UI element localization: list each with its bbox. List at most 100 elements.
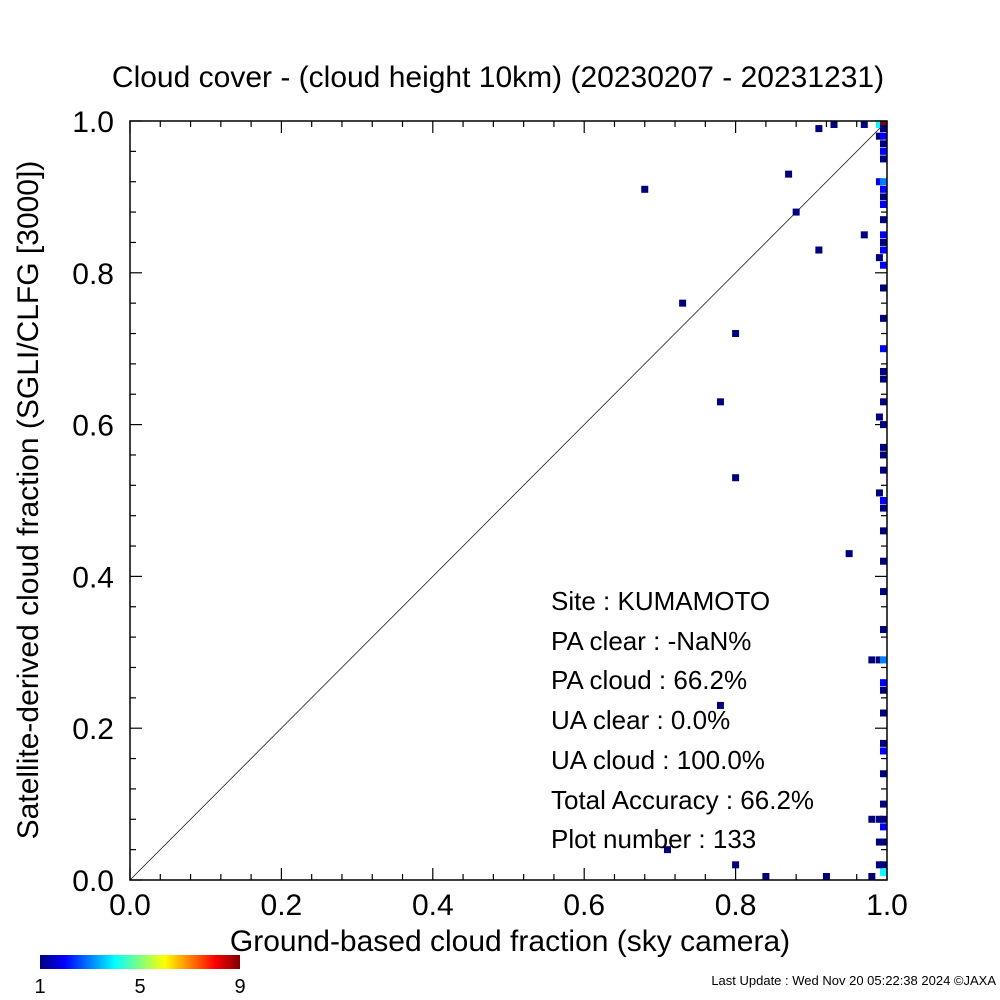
data-point (785, 170, 793, 178)
pa-clear-text: PA clear : -NaN% (551, 626, 751, 656)
data-point (880, 451, 887, 459)
data-point (815, 246, 823, 254)
colorbar-tick-label: 5 (134, 976, 145, 998)
y-tick-label: 0.8 (72, 258, 114, 291)
data-point (880, 838, 887, 846)
data-point (875, 413, 883, 421)
data-point (875, 132, 883, 140)
colorbar-labels: 1 5 9 (34, 976, 245, 998)
data-point (868, 656, 876, 664)
x-tick-label: 0.0 (109, 889, 151, 922)
data-point (880, 178, 887, 186)
x-tick-label: 0.6 (563, 889, 605, 922)
data-point (880, 200, 887, 208)
colorbar-tick-label: 9 (234, 976, 245, 998)
data-point (880, 231, 887, 239)
x-tick-label: 0.4 (412, 889, 454, 922)
data-point (880, 815, 887, 823)
data-point (822, 873, 830, 880)
data-point (815, 125, 823, 133)
data-point (880, 497, 887, 504)
data-point (880, 443, 887, 451)
data-point (716, 701, 724, 709)
data-point (880, 588, 887, 596)
data-point (880, 193, 887, 201)
data-point (880, 861, 887, 869)
data-point (663, 846, 671, 854)
data-point (875, 861, 883, 869)
colorbar (40, 955, 240, 969)
data-point (880, 238, 887, 246)
plot-number-text: Plot number : 133 (551, 824, 756, 854)
data-point (860, 121, 868, 128)
data-point (875, 254, 883, 262)
y-tick-label: 0.2 (72, 713, 114, 746)
ua-cloud-text: UA cloud : 100.0% (551, 745, 765, 775)
data-point (880, 246, 887, 254)
x-tick-label: 0.8 (715, 889, 757, 922)
data-point (880, 147, 887, 155)
data-point (880, 140, 887, 148)
data-point (880, 747, 887, 755)
data-point (716, 398, 724, 406)
data-point (868, 815, 876, 823)
data-point (875, 656, 883, 664)
data-point (880, 216, 887, 224)
data-point (875, 121, 883, 128)
data-points (641, 121, 887, 880)
data-point (880, 770, 887, 778)
data-point (880, 868, 887, 876)
x-axis-label: Ground-based cloud fraction (sky camera) (230, 925, 790, 958)
data-point (641, 185, 649, 193)
data-point (880, 375, 887, 383)
chart-title: Cloud cover - (cloud height 10km) (20230… (112, 61, 884, 94)
data-point (880, 185, 887, 193)
y-tick-label: 1.0 (72, 106, 114, 139)
plot-frame (129, 120, 888, 881)
data-point (875, 489, 883, 497)
data-point (875, 815, 883, 823)
pa-cloud-text: PA cloud : 66.2% (551, 665, 747, 695)
data-point (880, 679, 887, 687)
data-point (880, 132, 887, 140)
data-point (880, 557, 887, 565)
data-point (875, 838, 883, 846)
x-tick-label: 1.0 (866, 889, 908, 922)
data-point (679, 299, 687, 307)
data-point (762, 873, 770, 880)
y-tick-label: 0.0 (72, 865, 114, 898)
data-point (880, 155, 887, 163)
one-to-one-line (129, 120, 888, 881)
data-point (880, 656, 887, 664)
data-point (880, 504, 887, 512)
last-update-text: Last Update : Wed Nov 20 05:22:38 2024 ©… (711, 973, 996, 988)
y-axis-label: Satellite-derived cloud fraction (SGLI/C… (12, 161, 45, 840)
stats-panel: Site : KUMAMOTO PA clear : -NaN% PA clou… (551, 586, 814, 854)
y-tick-label: 0.6 (72, 410, 114, 443)
data-point (880, 739, 887, 747)
ua-clear-text: UA clear : 0.0% (551, 705, 730, 735)
data-point (875, 178, 883, 186)
data-point (732, 474, 740, 482)
tick-labels: 0.0 0.2 0.4 0.6 0.8 1.0 0.0 0.2 0.4 0.6 0.8 1.0 (72, 106, 908, 922)
data-point (880, 314, 887, 322)
data-point (880, 121, 887, 128)
data-point (732, 330, 740, 338)
data-point (880, 367, 887, 375)
total-accuracy-text: Total Accuracy : 66.2% (551, 785, 814, 815)
data-point (880, 823, 887, 831)
y-tick-label: 0.4 (72, 561, 114, 594)
data-point (880, 626, 887, 634)
data-point (860, 231, 868, 239)
data-point (880, 284, 887, 292)
data-point (880, 466, 887, 474)
data-point (880, 800, 887, 808)
data-point (880, 527, 887, 535)
data-point (732, 861, 740, 869)
data-point (830, 121, 838, 128)
data-point (880, 261, 887, 269)
site-text: Site : KUMAMOTO (551, 586, 770, 616)
data-point (845, 550, 853, 558)
data-point (880, 345, 887, 353)
